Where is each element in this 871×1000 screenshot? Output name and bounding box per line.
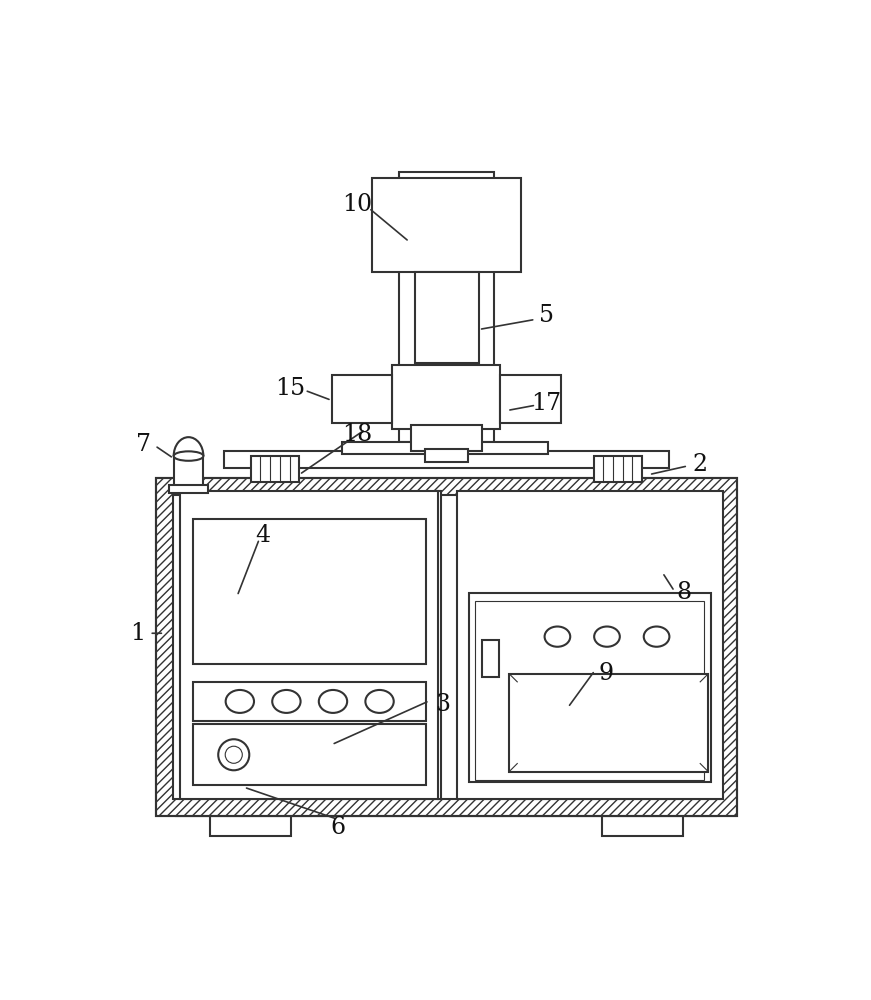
Text: 3: 3 — [436, 693, 450, 716]
Ellipse shape — [365, 690, 394, 713]
Bar — [469, 593, 711, 782]
Bar — [224, 451, 669, 468]
Bar — [193, 724, 426, 785]
Text: 6: 6 — [331, 816, 346, 839]
Bar — [251, 456, 300, 482]
Bar — [176, 805, 716, 816]
Bar — [173, 456, 203, 486]
Text: 2: 2 — [692, 453, 707, 476]
Bar — [173, 495, 719, 799]
Ellipse shape — [319, 690, 348, 713]
Circle shape — [219, 739, 249, 770]
Bar — [476, 601, 705, 780]
Circle shape — [226, 746, 242, 763]
Ellipse shape — [594, 627, 620, 647]
Bar — [415, 272, 479, 363]
Text: 7: 7 — [137, 433, 152, 456]
Bar — [438, 491, 441, 799]
Text: 18: 18 — [342, 423, 373, 446]
Bar — [169, 485, 208, 493]
Text: 5: 5 — [539, 304, 554, 327]
Ellipse shape — [544, 627, 571, 647]
Bar — [483, 640, 499, 677]
Bar — [341, 442, 548, 454]
Text: 4: 4 — [255, 524, 270, 547]
Ellipse shape — [173, 451, 203, 461]
Bar — [425, 449, 468, 462]
Text: 17: 17 — [531, 392, 561, 415]
Bar — [399, 172, 494, 442]
Bar — [156, 478, 737, 816]
Text: 9: 9 — [598, 662, 613, 685]
Ellipse shape — [273, 690, 300, 713]
Text: 8: 8 — [677, 581, 692, 604]
Bar — [193, 519, 426, 664]
Bar — [602, 810, 683, 836]
Bar — [500, 375, 561, 423]
Bar — [210, 810, 291, 836]
Bar — [410, 425, 483, 451]
Bar — [456, 491, 723, 799]
Ellipse shape — [644, 627, 670, 647]
Ellipse shape — [226, 690, 254, 713]
Bar — [593, 456, 642, 482]
Text: 15: 15 — [274, 377, 305, 400]
Bar — [392, 365, 500, 429]
Bar — [193, 682, 426, 721]
Bar — [510, 674, 708, 772]
Bar — [372, 178, 521, 272]
Text: 10: 10 — [342, 193, 372, 216]
Text: 1: 1 — [130, 622, 145, 645]
Bar — [156, 478, 737, 816]
Bar — [179, 491, 440, 799]
Bar — [332, 375, 392, 423]
